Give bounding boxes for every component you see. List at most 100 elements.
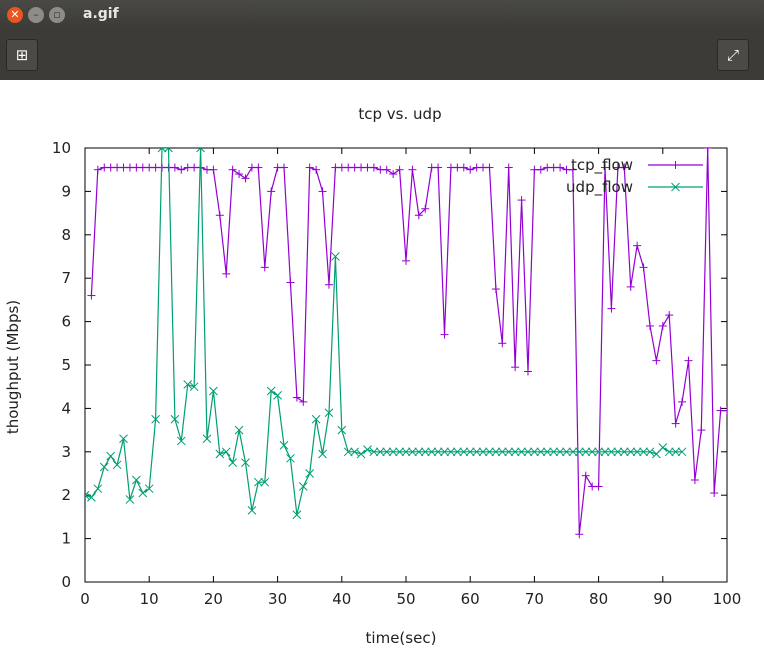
- legend-marker-udp_flow: [671, 182, 680, 192]
- data-point-udp_flow: [350, 447, 359, 457]
- data-point-udp_flow: [337, 425, 347, 435]
- data-point-udp_flow: [658, 443, 668, 452]
- data-point-udp_flow: [664, 447, 674, 457]
- fullscreen-icon[interactable]: ⤢: [717, 39, 749, 71]
- window-titlebar: ✕ – ▫ a.gif: [0, 0, 764, 30]
- data-point-tcp_flow: [601, 163, 610, 172]
- data-point-udp_flow: [85, 490, 90, 500]
- data-point-tcp_flow: [286, 278, 295, 287]
- data-point-udp_flow: [562, 447, 571, 457]
- toolbar: ⊞ ⤢: [0, 30, 764, 80]
- data-point-udp_flow: [215, 449, 225, 459]
- data-point-udp_flow: [568, 447, 578, 457]
- y-tick-label: 3: [61, 443, 71, 461]
- legend-label-udp_flow: udp_flow: [566, 178, 633, 197]
- data-point-udp_flow: [388, 447, 398, 457]
- y-axis-label: thoughput (Mbps): [4, 300, 22, 434]
- data-point-tcp_flow: [645, 321, 654, 330]
- data-point-tcp_flow: [324, 280, 333, 289]
- data-point-udp_flow: [221, 447, 231, 457]
- x-tick-label: 50: [396, 590, 415, 608]
- data-point-udp_flow: [247, 506, 257, 515]
- data-point-udp_flow: [433, 447, 443, 457]
- data-point-udp_flow: [510, 447, 520, 457]
- data-point-tcp_flow: [723, 406, 727, 415]
- data-point-tcp_flow: [241, 174, 250, 183]
- data-point-udp_flow: [151, 414, 160, 424]
- x-tick-label: 60: [461, 590, 480, 608]
- data-point-tcp_flow: [671, 419, 680, 428]
- data-point-tcp_flow: [690, 476, 699, 485]
- data-point-tcp_flow: [620, 163, 629, 172]
- data-point-udp_flow: [189, 382, 199, 392]
- maximize-icon[interactable]: ▫: [49, 7, 65, 23]
- data-point-udp_flow: [485, 447, 494, 457]
- y-tick-label: 4: [61, 399, 71, 417]
- data-point-udp_flow: [587, 447, 597, 457]
- data-point-tcp_flow: [280, 163, 289, 172]
- data-point-tcp_flow: [697, 426, 706, 435]
- data-point-udp_flow: [202, 434, 212, 444]
- x-tick-label: 20: [204, 590, 223, 608]
- data-point-udp_flow: [125, 495, 135, 504]
- data-point-udp_flow: [453, 447, 462, 457]
- data-point-udp_flow: [375, 447, 385, 457]
- x-tick-label: 80: [589, 590, 608, 608]
- data-point-tcp_flow: [639, 263, 648, 272]
- data-point-udp_flow: [574, 447, 584, 457]
- data-point-udp_flow: [138, 488, 148, 498]
- data-point-udp_flow: [292, 510, 302, 520]
- data-point-tcp_flow: [466, 165, 475, 174]
- data-point-udp_flow: [581, 447, 591, 457]
- data-point-udp_flow: [356, 449, 366, 459]
- series-line-udp_flow: [85, 148, 683, 515]
- data-point-udp_flow: [542, 447, 552, 457]
- data-point-tcp_flow: [440, 330, 449, 339]
- data-point-tcp_flow: [459, 163, 468, 172]
- x-tick-label: 90: [653, 590, 672, 608]
- data-point-udp_flow: [298, 482, 308, 491]
- data-point-tcp_flow: [209, 165, 218, 174]
- data-point-tcp_flow: [222, 269, 231, 278]
- data-point-tcp_flow: [684, 356, 693, 365]
- chart: tcp vs. udp time(sec) thoughput (Mbps) 0…: [4, 105, 741, 647]
- plot-frame: [84, 147, 728, 583]
- data-point-tcp_flow: [652, 356, 661, 365]
- data-point-tcp_flow: [318, 187, 327, 196]
- data-point-tcp_flow: [408, 165, 417, 174]
- close-icon[interactable]: ✕: [7, 7, 23, 23]
- data-point-udp_flow: [286, 453, 295, 463]
- data-point-udp_flow: [517, 447, 526, 457]
- data-point-tcp_flow: [395, 165, 404, 174]
- data-point-udp_flow: [497, 447, 507, 457]
- plus-icon[interactable]: ⊞: [6, 39, 38, 71]
- data-point-tcp_flow: [536, 165, 545, 174]
- data-point-udp_flow: [555, 447, 565, 457]
- y-tick-label: 9: [61, 182, 71, 200]
- data-point-tcp_flow: [305, 163, 314, 172]
- data-point-udp_flow: [619, 447, 629, 457]
- data-point-udp_flow: [613, 447, 623, 457]
- y-tick-label: 2: [61, 486, 71, 504]
- y-tick-label: 7: [61, 269, 71, 287]
- data-point-udp_flow: [157, 148, 167, 153]
- data-point-udp_flow: [234, 425, 244, 435]
- data-point-tcp_flow: [556, 163, 565, 172]
- data-point-udp_flow: [530, 447, 539, 457]
- data-point-udp_flow: [427, 447, 437, 457]
- y-tick-label: 0: [61, 573, 71, 591]
- data-point-tcp_flow: [710, 489, 719, 498]
- data-point-tcp_flow: [87, 291, 96, 300]
- data-point-tcp_flow: [299, 397, 308, 406]
- data-point-udp_flow: [632, 447, 642, 457]
- minimize-icon[interactable]: –: [28, 7, 44, 23]
- data-point-udp_flow: [260, 477, 270, 487]
- image-canvas: tcp vs. udp time(sec) thoughput (Mbps) 0…: [0, 80, 764, 653]
- chart-title: tcp vs. udp: [358, 105, 441, 123]
- data-point-udp_flow: [440, 447, 449, 457]
- data-point-udp_flow: [253, 477, 263, 487]
- data-point-tcp_flow: [633, 241, 642, 250]
- data-point-udp_flow: [176, 436, 186, 446]
- data-point-udp_flow: [93, 484, 103, 494]
- data-point-udp_flow: [677, 447, 687, 457]
